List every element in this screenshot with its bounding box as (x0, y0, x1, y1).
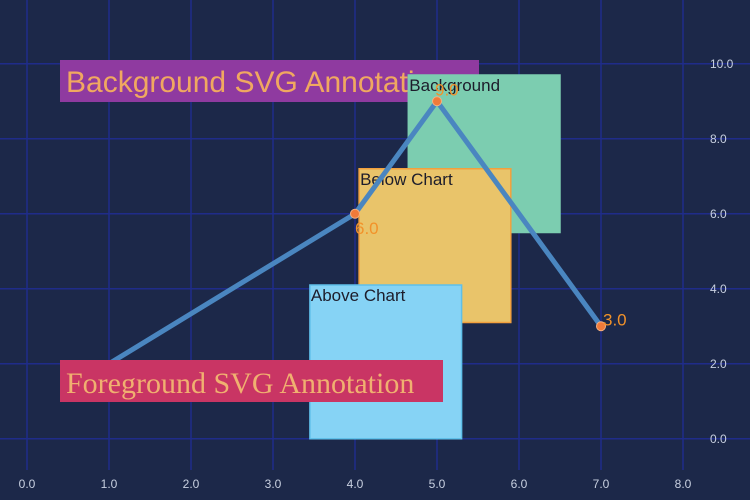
data-point (350, 208, 360, 219)
annotation-label: Above Chart (311, 286, 406, 305)
data-label: 6.0 (355, 219, 379, 238)
x-tick-label: 4.0 (347, 477, 364, 491)
x-tick-label: 0.0 (19, 477, 36, 491)
x-tick-label: 3.0 (265, 477, 282, 491)
y-tick-label: 10.0 (710, 57, 734, 71)
svg-annotation-foreground-box (60, 360, 443, 402)
x-tick-label: 7.0 (593, 477, 610, 491)
data-point (596, 321, 606, 332)
x-tick-label: 2.0 (183, 477, 200, 491)
series-layer: 6.0 9.0 3.0 (106, 80, 627, 367)
annotation-label: Background (409, 76, 500, 95)
data-label: 9.0 (435, 80, 459, 99)
x-tick-label: 8.0 (675, 477, 692, 491)
y-tick-label: 8.0 (710, 132, 727, 146)
svg-annotation-background-text: Background SVG Annotation (66, 66, 448, 99)
x-tick-label: 1.0 (101, 477, 118, 491)
series-line (106, 98, 604, 367)
data-label: 3.0 (603, 310, 627, 329)
tick-labels: 0.0 1.0 2.0 3.0 4.0 5.0 6.0 7.0 8.0 0.0 2.0 4.0 6.0 8… (19, 57, 734, 491)
y-tick-label: 2.0 (710, 357, 727, 371)
y-tick-label: 0.0 (710, 432, 727, 446)
x-tick-label: 5.0 (429, 477, 446, 491)
data-point (432, 96, 442, 107)
y-tick-label: 4.0 (710, 282, 727, 296)
svg-annotation-foreground-layer: Foreground SVG Annotation (60, 360, 443, 402)
svg-annotation-foreground-text: Foreground SVG Annotation (66, 367, 414, 400)
y-tick-label: 6.0 (710, 207, 727, 221)
x-tick-label: 6.0 (511, 477, 528, 491)
